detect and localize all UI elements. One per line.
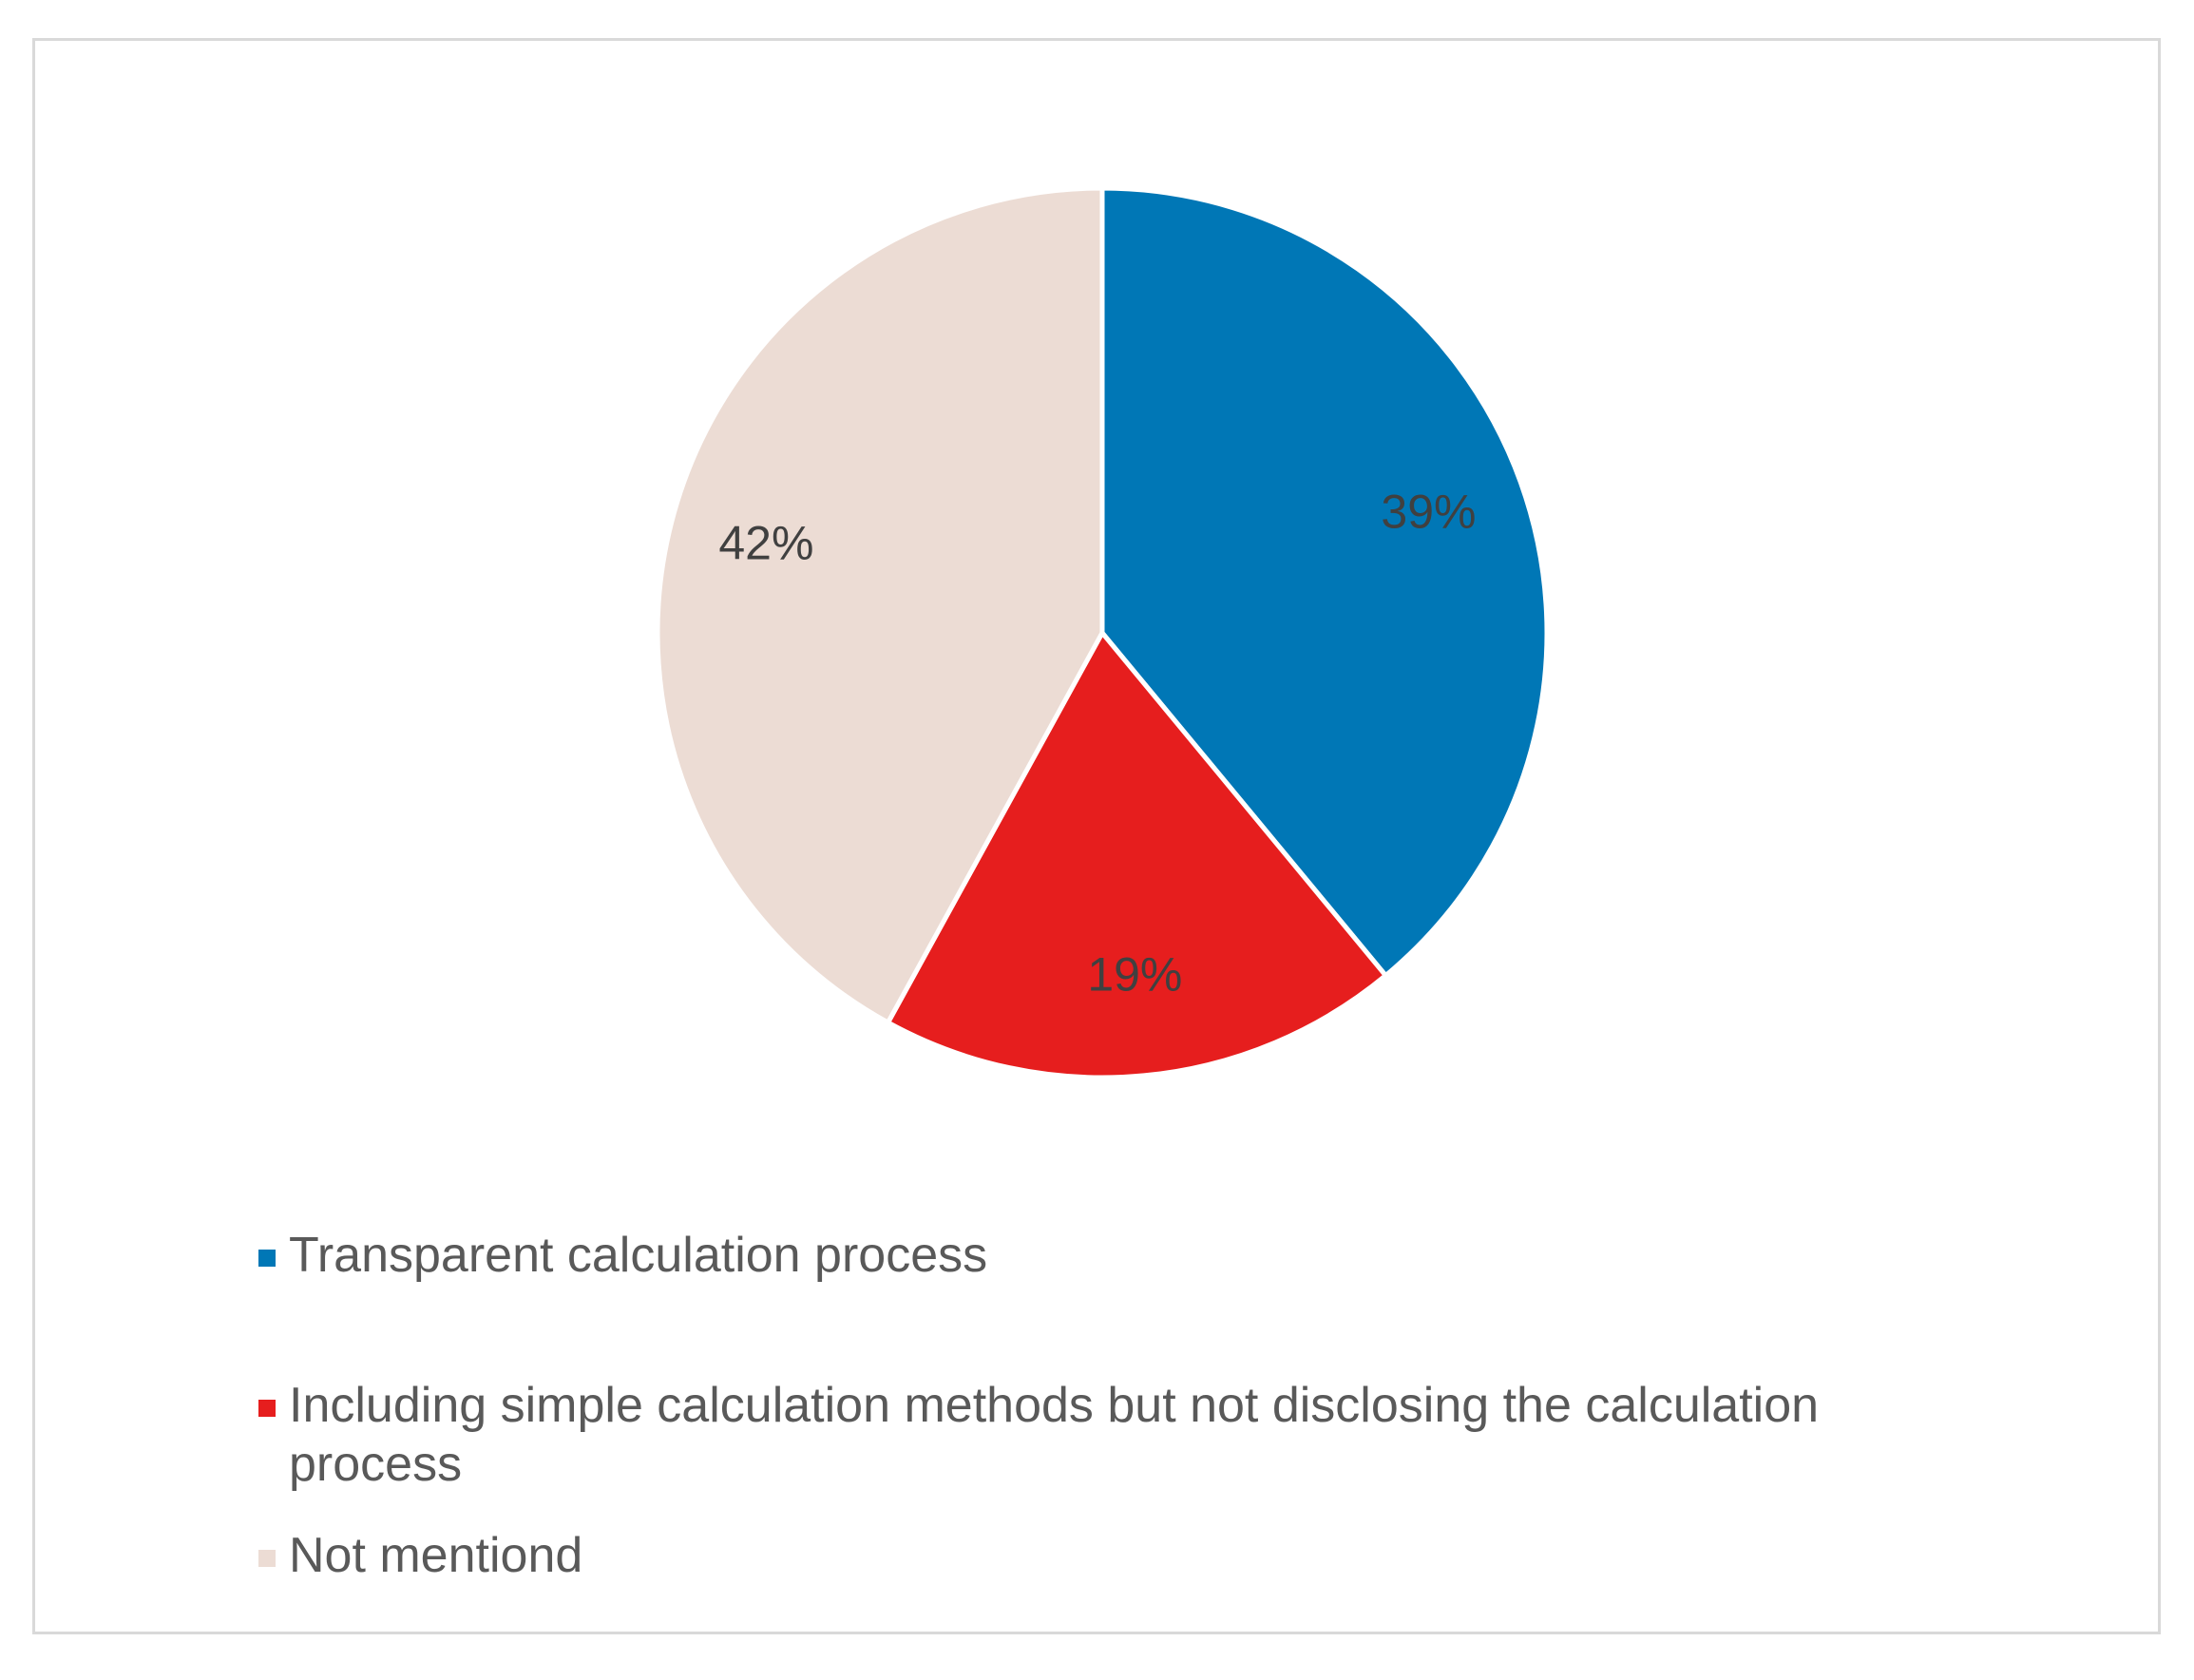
legend-swatch-simple-methods (258, 1400, 276, 1417)
legend-item-not-mentioned: Not mentiond (258, 1526, 2064, 1585)
legend-item-transparent: Transparent calculation process (258, 1226, 2064, 1285)
data-label-transparent: 39% (1381, 486, 1476, 539)
legend-label-transparent: Transparent calculation process (289, 1228, 988, 1283)
pie-labels: 39% 19% 42% (718, 486, 1476, 1002)
data-label-not-mentioned: 42% (718, 516, 813, 569)
pie-slice-transparent (1099, 185, 1550, 979)
legend-item-simple-methods: Including simple calculation methods but… (258, 1376, 2064, 1494)
legend-label-not-mentioned: Not mentiond (289, 1528, 583, 1583)
data-label-simple-methods: 19% (1087, 948, 1182, 1002)
pie-slice-simple-methods (886, 630, 1388, 1080)
legend-label-simple-methods: Including simple calculation methods but… (289, 1378, 1820, 1492)
legend-swatch-not-mentioned (258, 1550, 276, 1567)
legend-swatch-transparent (258, 1250, 276, 1267)
pie-slices (655, 185, 1550, 1080)
pie-slice-not-mentioned (655, 185, 1105, 1025)
